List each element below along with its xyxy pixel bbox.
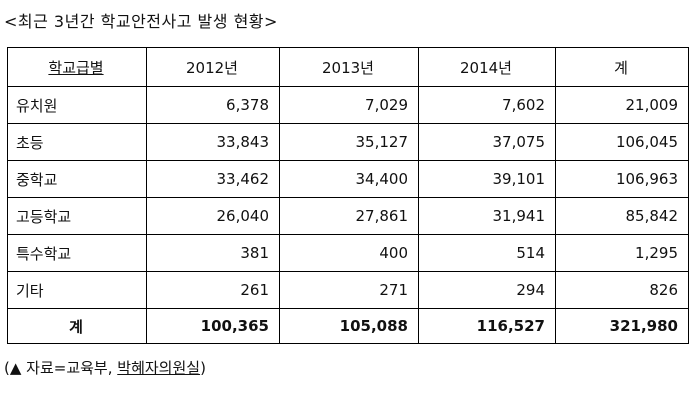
table-row: 고등학교 26,040 27,861 31,941 85,842 <box>7 197 689 235</box>
row-label: 유치원 <box>7 86 147 124</box>
cell-total: 21,009 <box>555 86 689 124</box>
cell-2012: 33,843 <box>146 123 280 161</box>
cell-2012: 33,462 <box>146 160 280 198</box>
cell-2014: 39,101 <box>418 160 556 198</box>
source-suffix: ) <box>200 359 206 377</box>
table-header-row: 학교급별 2012년 2013년 2014년 계 <box>7 47 689 87</box>
cell-2014: 294 <box>418 271 556 309</box>
cell-total: 106,045 <box>555 123 689 161</box>
cell-2014: 7,602 <box>418 86 556 124</box>
source-office: 박혜자의원실 <box>117 359 201 377</box>
cell-2014: 31,941 <box>418 197 556 235</box>
cell-total: 826 <box>555 271 689 309</box>
total-row-label: 계 <box>7 308 147 344</box>
cell-2013: 7,029 <box>279 86 419 124</box>
cell-2012: 261 <box>146 271 280 309</box>
row-label: 고등학교 <box>7 197 147 235</box>
total-2013: 105,088 <box>279 308 419 344</box>
table-row: 유치원 6,378 7,029 7,602 21,009 <box>7 86 689 124</box>
cell-2012: 26,040 <box>146 197 280 235</box>
table-row: 기타 261 271 294 826 <box>7 271 689 309</box>
header-school-level: 학교급별 <box>7 47 147 87</box>
header-2012: 2012년 <box>146 47 280 87</box>
cell-2013: 400 <box>279 234 419 272</box>
cell-2013: 27,861 <box>279 197 419 235</box>
table-row: 초등 33,843 35,127 37,075 106,045 <box>7 123 689 161</box>
source-prefix: (▲ 자료=교육부, <box>4 359 118 377</box>
cell-total: 85,842 <box>555 197 689 235</box>
cell-2013: 271 <box>279 271 419 309</box>
row-label: 기타 <box>7 271 147 309</box>
cell-2012: 381 <box>146 234 280 272</box>
row-label: 초등 <box>7 123 147 161</box>
cell-2012: 6,378 <box>146 86 280 124</box>
header-2013: 2013년 <box>279 47 419 87</box>
total-2012: 100,365 <box>146 308 280 344</box>
row-label: 특수학교 <box>7 234 147 272</box>
cell-2014: 514 <box>418 234 556 272</box>
table-title: <최근 3년간 학교안전사고 발생 현황> <box>4 12 278 31</box>
table-row: 중학교 33,462 34,400 39,101 106,963 <box>7 160 689 198</box>
header-total: 계 <box>555 47 689 87</box>
cell-2013: 34,400 <box>279 160 419 198</box>
cell-total: 1,295 <box>555 234 689 272</box>
cell-2013: 35,127 <box>279 123 419 161</box>
row-label: 중학교 <box>7 160 147 198</box>
school-accident-table: 학교급별 2012년 2013년 2014년 계 유치원 6,378 7,029… <box>7 47 689 344</box>
total-2014: 116,527 <box>418 308 556 344</box>
cell-total: 106,963 <box>555 160 689 198</box>
header-2014: 2014년 <box>418 47 556 87</box>
cell-2014: 37,075 <box>418 123 556 161</box>
table-row: 특수학교 381 400 514 1,295 <box>7 234 689 272</box>
total-row: 계 100,365 105,088 116,527 321,980 <box>7 308 689 344</box>
source-note: (▲ 자료=교육부, 박혜자의원실) <box>4 357 206 378</box>
total-all: 321,980 <box>555 308 689 344</box>
